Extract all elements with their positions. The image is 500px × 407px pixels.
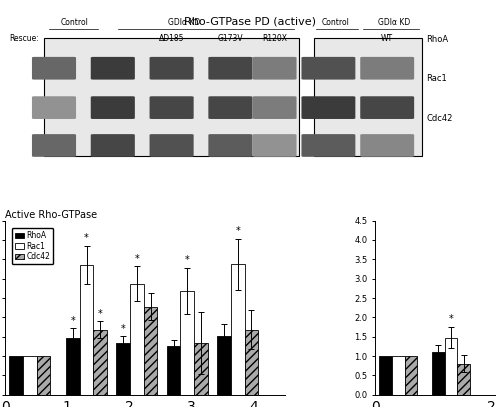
Text: Active Rho-GTPase: Active Rho-GTPase bbox=[5, 210, 97, 220]
Text: *: * bbox=[121, 324, 126, 334]
Text: -: - bbox=[52, 34, 56, 43]
Bar bbox=[244, 330, 258, 395]
Text: GDIα KD: GDIα KD bbox=[378, 18, 410, 27]
Text: GDIα KD: GDIα KD bbox=[168, 18, 200, 27]
Text: ΔD185: ΔD185 bbox=[159, 34, 184, 43]
FancyBboxPatch shape bbox=[302, 96, 356, 119]
FancyBboxPatch shape bbox=[302, 57, 356, 80]
Text: G173V: G173V bbox=[218, 34, 243, 43]
FancyBboxPatch shape bbox=[208, 96, 252, 119]
Text: *: * bbox=[448, 314, 454, 324]
Text: *: * bbox=[236, 227, 240, 236]
Text: RhoA: RhoA bbox=[426, 35, 448, 44]
Text: Cdc42: Cdc42 bbox=[426, 114, 453, 123]
Text: Rac1: Rac1 bbox=[426, 74, 447, 83]
Bar bbox=[10, 356, 23, 395]
Text: Control: Control bbox=[322, 18, 349, 27]
Bar bbox=[180, 291, 194, 395]
FancyBboxPatch shape bbox=[252, 57, 296, 80]
FancyBboxPatch shape bbox=[150, 96, 194, 119]
Bar bbox=[80, 265, 94, 395]
Bar bbox=[194, 344, 208, 395]
FancyBboxPatch shape bbox=[252, 96, 296, 119]
Bar bbox=[130, 284, 144, 395]
FancyBboxPatch shape bbox=[150, 134, 194, 157]
FancyBboxPatch shape bbox=[360, 96, 414, 119]
Bar bbox=[44, 38, 299, 156]
Bar bbox=[392, 356, 404, 395]
Text: Rescue:: Rescue: bbox=[10, 34, 40, 43]
FancyBboxPatch shape bbox=[91, 96, 135, 119]
FancyBboxPatch shape bbox=[208, 134, 252, 157]
FancyBboxPatch shape bbox=[91, 134, 135, 157]
Bar bbox=[379, 356, 392, 395]
Bar bbox=[231, 265, 244, 395]
Bar bbox=[432, 352, 444, 395]
FancyBboxPatch shape bbox=[150, 57, 194, 80]
FancyBboxPatch shape bbox=[91, 57, 135, 80]
Text: *: * bbox=[84, 233, 89, 243]
Bar bbox=[66, 338, 80, 395]
Text: *: * bbox=[134, 254, 140, 264]
FancyBboxPatch shape bbox=[208, 57, 252, 80]
Bar bbox=[167, 346, 180, 395]
Bar bbox=[314, 38, 422, 156]
Text: WT: WT bbox=[381, 34, 394, 43]
FancyBboxPatch shape bbox=[252, 134, 296, 157]
Text: *: * bbox=[70, 315, 75, 326]
Bar bbox=[36, 356, 51, 395]
Text: -: - bbox=[327, 34, 330, 43]
Text: -: - bbox=[112, 34, 114, 43]
Bar bbox=[217, 336, 231, 395]
FancyBboxPatch shape bbox=[360, 57, 414, 80]
FancyBboxPatch shape bbox=[302, 134, 356, 157]
Bar bbox=[144, 307, 158, 395]
FancyBboxPatch shape bbox=[360, 134, 414, 157]
Bar bbox=[116, 344, 130, 395]
FancyBboxPatch shape bbox=[32, 57, 76, 80]
Text: Rho-GTPase PD (active): Rho-GTPase PD (active) bbox=[184, 17, 316, 27]
Bar bbox=[404, 356, 417, 395]
Bar bbox=[458, 364, 470, 395]
FancyBboxPatch shape bbox=[32, 96, 76, 119]
Bar bbox=[444, 337, 458, 395]
FancyBboxPatch shape bbox=[32, 134, 76, 157]
Bar bbox=[94, 330, 107, 395]
Legend: RhoA, Rac1, Cdc42: RhoA, Rac1, Cdc42 bbox=[12, 228, 53, 264]
Text: *: * bbox=[185, 255, 190, 265]
Text: R120X: R120X bbox=[262, 34, 287, 43]
Text: *: * bbox=[98, 309, 102, 319]
Text: Control: Control bbox=[61, 18, 88, 27]
Bar bbox=[23, 356, 36, 395]
